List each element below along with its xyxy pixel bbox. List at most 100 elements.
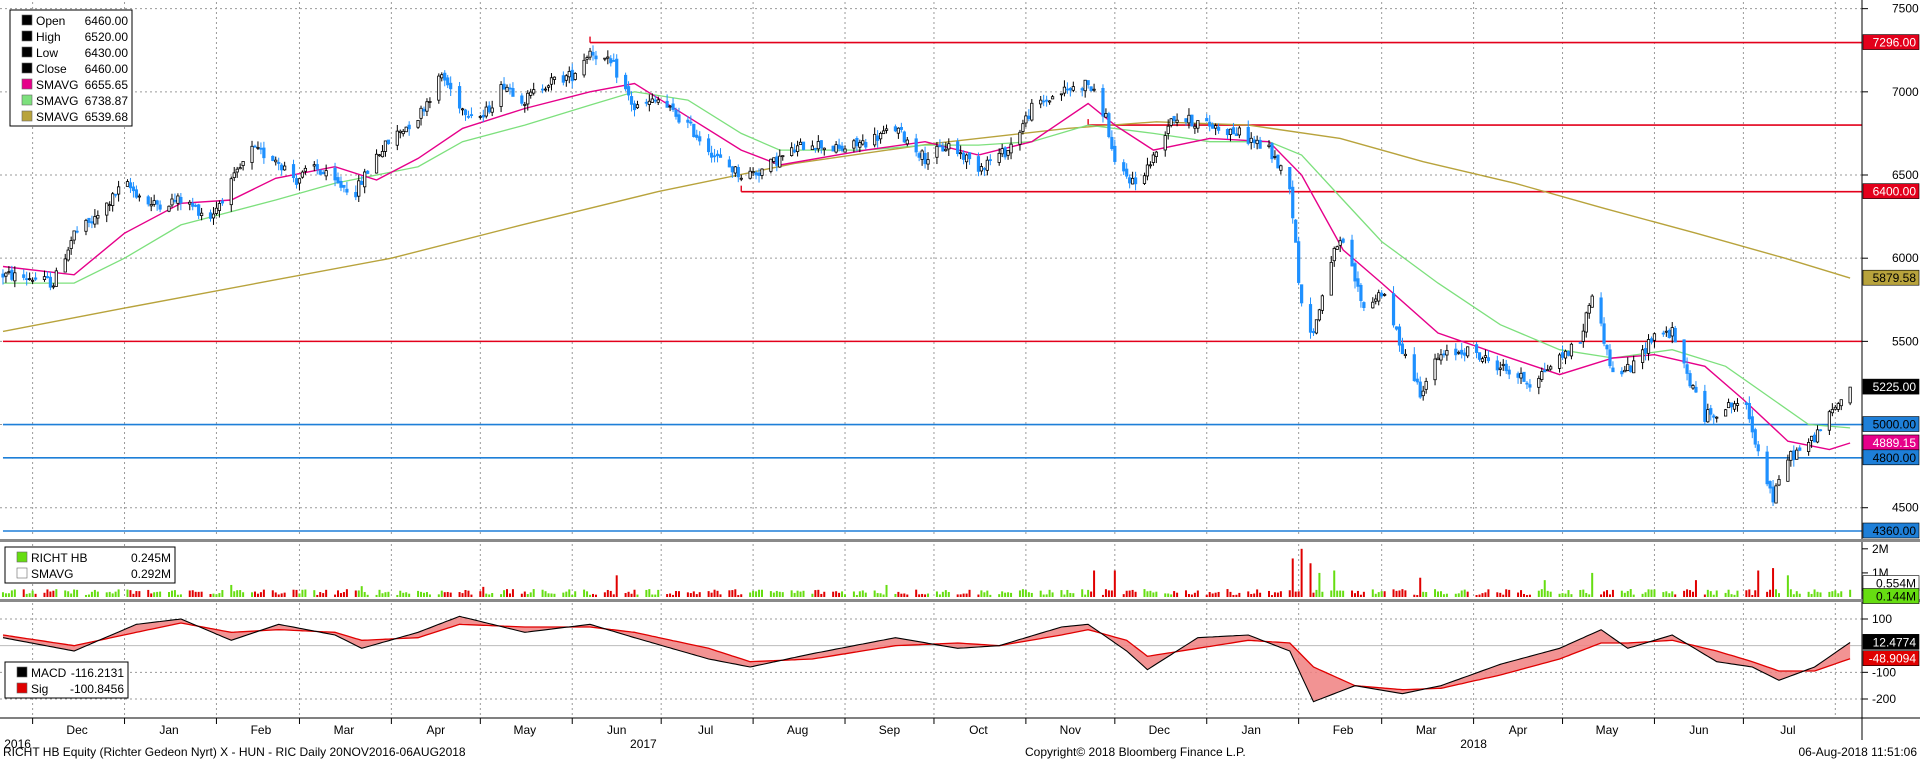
- candle-body: [1128, 177, 1132, 184]
- volume-bar: [319, 592, 322, 597]
- candle-body: [609, 58, 613, 64]
- volume-bar: [1164, 593, 1167, 597]
- volume-bar: [1579, 589, 1582, 597]
- candle-body: [1270, 143, 1274, 160]
- volume-bar: [938, 594, 941, 597]
- candle-body: [437, 75, 441, 101]
- volume-bar: [25, 593, 28, 597]
- volume-bar: [630, 593, 633, 597]
- candle-body: [727, 159, 731, 168]
- candle-body: [238, 167, 242, 170]
- volume-bar: [381, 593, 384, 597]
- candle-body: [997, 152, 1001, 163]
- candle-body: [1133, 177, 1138, 185]
- volume-bar: [396, 594, 399, 597]
- candle-body: [1380, 292, 1384, 297]
- volume-bar: [1309, 563, 1312, 597]
- volume-bar: [1629, 589, 1632, 597]
- volume-bar: [357, 590, 360, 597]
- volume-bar: [375, 594, 378, 597]
- candle-body: [31, 279, 35, 282]
- candle-body: [1569, 343, 1574, 357]
- candle-body: [603, 57, 607, 60]
- legend-value: 6460.00: [85, 62, 129, 76]
- volume-bar: [1066, 589, 1069, 597]
- volume-bar: [506, 589, 509, 597]
- candle-body: [277, 161, 281, 164]
- candle-body: [1786, 459, 1790, 482]
- volume-bar: [1380, 591, 1383, 597]
- volume-bar: [1027, 592, 1030, 597]
- legend-value: -100.8456: [70, 682, 124, 696]
- volume-bar: [586, 591, 589, 597]
- volume-bar: [624, 593, 627, 597]
- volume-bar: [636, 594, 639, 597]
- volume-bar: [114, 591, 117, 597]
- candle-body: [69, 240, 73, 249]
- volume-bar: [316, 594, 319, 597]
- volume-right-tag: 0.554M: [1862, 575, 1920, 591]
- volume-bar: [935, 591, 938, 597]
- candle-body: [1581, 330, 1585, 342]
- volume-bar: [861, 590, 864, 597]
- volume-bar: [1362, 591, 1365, 597]
- candle-body: [1308, 304, 1313, 333]
- candle-body: [810, 145, 815, 151]
- candle-body: [1833, 406, 1837, 410]
- volume-bar: [1173, 591, 1176, 597]
- volume-bar: [1502, 594, 1505, 597]
- candle-body: [395, 130, 399, 146]
- candle-body: [90, 221, 94, 224]
- candle-body: [1187, 114, 1191, 124]
- candle-body: [283, 165, 287, 171]
- volume-bar: [1442, 594, 1445, 597]
- candle-body: [1818, 429, 1823, 432]
- candle-body: [48, 276, 53, 288]
- candle-body: [1643, 348, 1648, 354]
- volume-bar: [259, 592, 262, 597]
- volume-bar: [209, 594, 212, 597]
- candle-body: [686, 119, 690, 123]
- volume-bar: [1525, 595, 1528, 597]
- candle-body: [1151, 154, 1155, 163]
- volume-bar: [242, 592, 245, 597]
- volume-bar: [470, 594, 473, 597]
- volume-bar: [384, 592, 387, 597]
- month-label: Feb: [1333, 723, 1354, 737]
- price-tick-label: 4500: [1892, 501, 1919, 515]
- month-label: Apr: [427, 723, 446, 737]
- candle-body: [1537, 377, 1541, 388]
- volume-bar: [363, 591, 366, 597]
- candle-body: [926, 159, 930, 165]
- candle-body: [1371, 301, 1375, 309]
- candle-body: [1018, 131, 1022, 145]
- candle-body: [1006, 150, 1010, 156]
- candle-body: [1110, 136, 1114, 150]
- candle-body: [1753, 429, 1757, 445]
- volume-bar: [1270, 595, 1273, 597]
- candle-body: [923, 152, 927, 165]
- volume-bar: [1757, 570, 1760, 597]
- volume-bar: [1650, 589, 1653, 597]
- macd-tick-label: 100: [1872, 612, 1892, 626]
- legends: Open 6460.00 High 6520.00 Low 6430.00 Close 646…: [4, 9, 176, 699]
- volume-bar: [1030, 592, 1033, 597]
- candle-body: [677, 114, 681, 123]
- volume-bar: [67, 591, 70, 597]
- volume-bar: [277, 594, 280, 597]
- candle-body: [1024, 115, 1028, 124]
- candle-body: [146, 196, 150, 205]
- volume-bar: [769, 591, 772, 597]
- volume-bar: [1620, 590, 1623, 597]
- volume-bar: [1632, 594, 1635, 597]
- volume-bar: [443, 592, 446, 597]
- tag-box: [1862, 416, 1920, 432]
- volume-bar: [1434, 589, 1437, 597]
- volume-bar: [1754, 590, 1757, 597]
- candle-body: [134, 189, 138, 198]
- candle-body: [1122, 162, 1126, 172]
- candle-body: [386, 139, 391, 145]
- candle-body: [837, 144, 841, 149]
- candle-body: [985, 159, 989, 171]
- candle-body: [1039, 99, 1043, 105]
